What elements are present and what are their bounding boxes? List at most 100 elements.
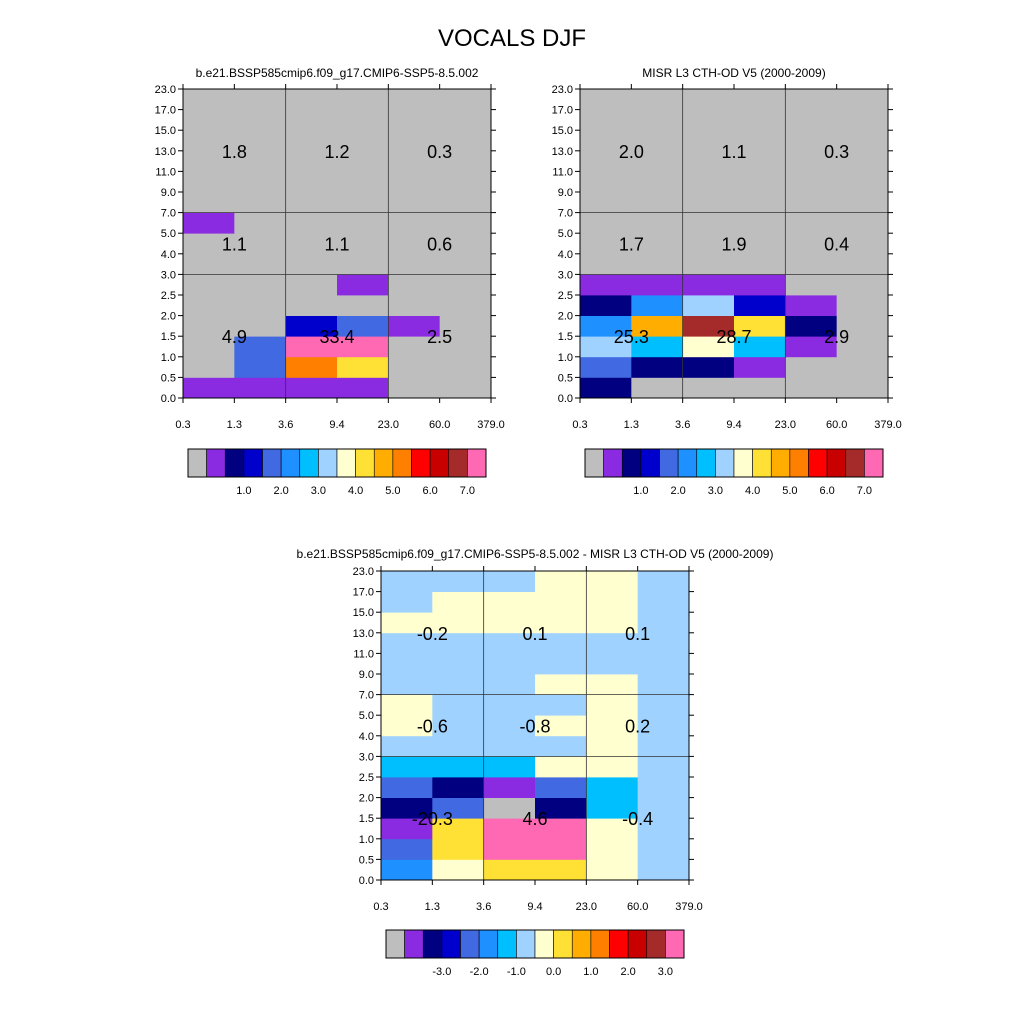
heatmap-cell	[439, 233, 492, 255]
heatmap-cell	[285, 171, 338, 193]
heatmap-cell	[586, 818, 639, 840]
region-sum-label: 0.3	[824, 142, 849, 162]
heatmap-cell	[285, 295, 338, 316]
heatmap-cell	[432, 838, 485, 860]
heatmap-cell	[535, 715, 587, 737]
heatmap-cell	[535, 571, 587, 592]
heatmap-cell	[586, 674, 639, 695]
heatmap-cell	[337, 150, 389, 172]
heatmap-cell	[183, 233, 235, 255]
heatmap-cell	[439, 89, 492, 110]
x-tick-label: 9.4	[726, 419, 741, 431]
region-sum-label: 4.9	[222, 327, 247, 347]
colorbar-swatch	[516, 929, 536, 959]
heatmap-cell	[586, 777, 639, 798]
y-tick-label: 7.0	[558, 208, 573, 220]
region-sum-label: -0.6	[417, 717, 448, 737]
heatmap-cell	[337, 295, 389, 316]
heatmap-cell	[337, 274, 389, 296]
heatmap-cell	[483, 653, 536, 675]
heatmap-cell	[183, 336, 235, 358]
heatmap-cell	[381, 612, 433, 634]
x-tick-label: 1.3	[425, 901, 440, 913]
colorbar-swatch	[627, 929, 648, 959]
y-tick-label: 11.0	[552, 166, 573, 178]
heatmap-cell	[785, 192, 838, 213]
region-sum-label: 0.1	[625, 624, 650, 644]
y-tick-label: 17.0	[353, 587, 374, 599]
heatmap-cell	[439, 130, 492, 152]
heatmap-cell	[785, 212, 838, 234]
colorbar-label: 2.0	[670, 485, 685, 497]
heatmap-cell	[388, 377, 441, 399]
heatmap-cell	[586, 694, 639, 716]
colorbar-label: 7.0	[460, 485, 475, 497]
heatmap-cell	[535, 591, 587, 613]
heatmap-cell	[285, 130, 338, 152]
heatmap-cell	[785, 171, 838, 193]
heatmap-cell	[580, 274, 632, 296]
colorbar-swatch	[385, 929, 405, 959]
heatmap-cell	[285, 315, 338, 337]
heatmap-cell	[580, 171, 632, 193]
heatmap-cell	[785, 150, 838, 172]
heatmap-cell	[483, 591, 536, 613]
heatmap-cell	[631, 295, 684, 316]
heatmap-cell	[432, 756, 485, 778]
heatmap-cell	[682, 253, 735, 275]
heatmap-cell	[580, 253, 632, 275]
colorbar-swatch	[715, 448, 735, 478]
colorbar-swatch	[299, 448, 319, 478]
panel-3: b.e21.BSSP585cmip6.f09_g17.CMIP6-SSP5-8.…	[297, 547, 774, 978]
colorbar-label: 4.0	[348, 485, 363, 497]
heatmap-cell	[432, 797, 485, 819]
heatmap-cell	[234, 233, 287, 255]
heatmap-cell	[631, 356, 684, 378]
heatmap-cell	[432, 859, 485, 881]
heatmap-cell	[734, 315, 786, 337]
heatmap-cell	[388, 315, 441, 337]
heatmap-cell	[637, 818, 690, 840]
y-tick-label: 2.0	[161, 311, 176, 323]
heatmap-cell	[388, 109, 441, 131]
colorbar-label: 0.0	[546, 966, 561, 978]
heatmap-cell	[285, 356, 338, 378]
heatmap-cell	[183, 377, 235, 399]
heatmap-cell	[580, 315, 632, 337]
heatmap-cell	[580, 233, 632, 255]
heatmap-cell	[586, 632, 639, 654]
heatmap-cell	[631, 274, 684, 296]
heatmap-cell	[388, 295, 441, 316]
heatmap-cell	[734, 274, 786, 296]
heatmap-cell	[586, 571, 639, 592]
heatmap-cell	[388, 171, 441, 193]
x-tick-label: 60.0	[826, 419, 847, 431]
x-tick-label: 1.3	[227, 419, 242, 431]
heatmap-cell	[381, 571, 433, 592]
x-tick-label: 379.0	[477, 419, 505, 431]
y-tick-label: 1.5	[359, 813, 374, 825]
colorbar-swatch	[770, 448, 791, 478]
heatmap-cell	[388, 274, 441, 296]
heatmap-cell	[483, 838, 536, 860]
heatmap-cell	[183, 356, 235, 378]
heatmap-cell	[631, 130, 684, 152]
heatmap-cell	[637, 674, 690, 695]
y-tick-label: 0.5	[359, 854, 374, 866]
y-tick-label: 1.5	[558, 331, 573, 343]
colorbar-swatch	[646, 929, 666, 959]
x-tick-label: 0.3	[175, 419, 190, 431]
heatmap-cell	[535, 838, 587, 860]
heatmap-cell	[637, 653, 690, 675]
heatmap-cell	[285, 233, 338, 255]
heatmap-cell	[734, 233, 786, 255]
figure-title: VOCALS DJF	[438, 25, 586, 52]
heatmap-cell	[682, 233, 735, 255]
y-tick-label: 17.0	[155, 105, 176, 117]
y-tick-label: 15.0	[155, 125, 176, 137]
colorbar-swatch	[534, 929, 554, 959]
heatmap-cell	[432, 632, 485, 654]
heatmap-cell	[535, 694, 587, 716]
x-tick-label: 379.0	[675, 901, 703, 913]
heatmap-cell	[337, 377, 389, 399]
